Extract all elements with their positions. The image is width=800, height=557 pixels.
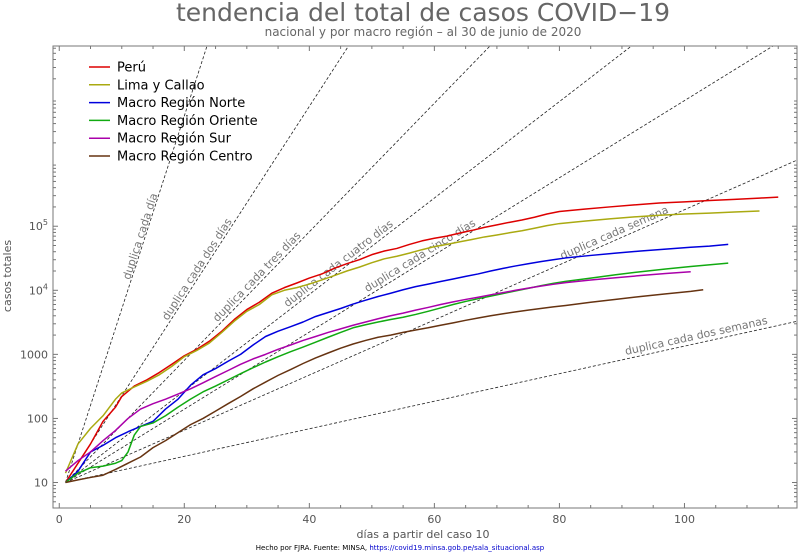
x-tick-label: 80 (552, 513, 566, 526)
y-axis: 10 100 1000 104 105 (20, 47, 797, 509)
footer-credit: Hecho por FJRA. Fuente: MINSA, https://c… (0, 544, 800, 552)
series-lines (64, 196, 779, 484)
plot-frame (52, 45, 798, 509)
reference-line (65, 46, 633, 483)
legend-label: Macro Región Centro (117, 150, 253, 165)
y-tick-label: 105 (29, 218, 48, 233)
x-tick-label: 100 (674, 513, 695, 526)
x-tick-label: 40 (302, 513, 316, 526)
x-axis: 0 20 40 60 80 100 (56, 46, 779, 526)
y-tick-label: 10 (34, 477, 48, 490)
footer-source-link[interactable]: https://covid19.minsa.gob.pe/sala_situac… (369, 544, 545, 552)
reference-line (65, 46, 774, 483)
legend-label: Macro Región Norte (117, 96, 245, 111)
y-tick-label: 104 (29, 282, 48, 297)
legend-label: Perú (117, 61, 146, 76)
footer-credit-text: Hecho por FJRA. Fuente: MINSA, (255, 544, 370, 552)
reference-line-label: duplica cada día (120, 191, 160, 281)
legend-label: Macro Región Sur (117, 132, 232, 147)
legend-label: Macro Región Oriente (117, 114, 258, 129)
series-line (64, 196, 779, 483)
series-line (65, 262, 729, 484)
series-line (65, 288, 704, 484)
series-line (64, 210, 760, 474)
y-axis-label: casos totales (1, 240, 14, 312)
series-line (64, 243, 729, 484)
y-tick-label: 1000 (20, 348, 48, 361)
x-tick-label: 20 (177, 513, 191, 526)
reference-line-label: duplica cada dos semanas (624, 314, 769, 358)
series-line (65, 270, 691, 472)
reference-line (65, 46, 208, 483)
legend: Perú Lima y Callao Macro Región Norte Macro… (89, 61, 258, 165)
y-tick-label: 100 (27, 412, 48, 425)
x-tick-label: 60 (427, 513, 441, 526)
x-axis-label: días a partir del caso 10 (357, 528, 490, 541)
chart-title: tendencia del total de casos COVID−19 (176, 0, 670, 27)
legend-label: Lima y Callao (117, 78, 205, 93)
chart-subtitle: nacional y por macro región – al 30 de j… (265, 25, 582, 39)
x-tick-label: 0 (56, 513, 63, 526)
